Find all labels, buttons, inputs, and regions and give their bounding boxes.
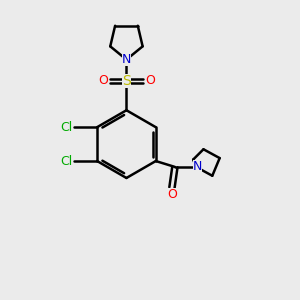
Text: S: S: [122, 74, 131, 88]
Text: N: N: [193, 160, 202, 173]
Text: N: N: [122, 53, 131, 66]
Text: O: O: [145, 74, 155, 87]
Text: O: O: [167, 188, 177, 200]
Text: Cl: Cl: [60, 154, 72, 167]
Text: O: O: [98, 74, 108, 87]
Text: Cl: Cl: [60, 121, 72, 134]
